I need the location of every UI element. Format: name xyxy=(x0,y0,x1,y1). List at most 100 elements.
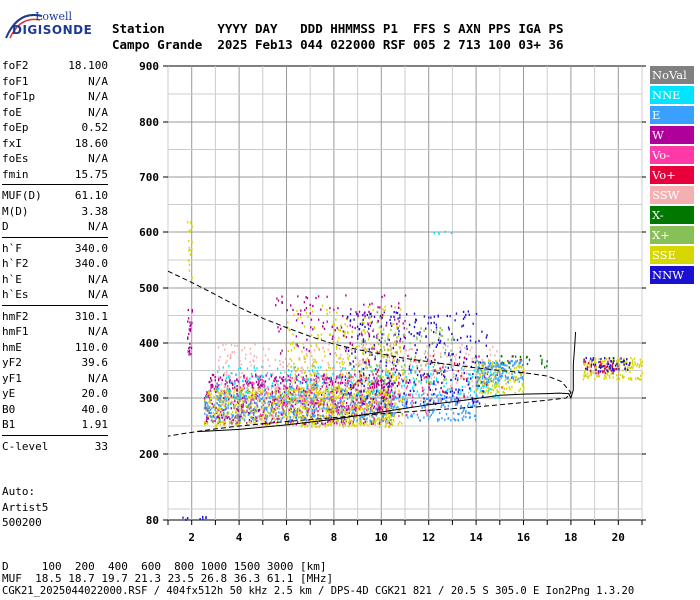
echo-point xyxy=(435,331,437,334)
echo-point xyxy=(584,363,586,366)
echo-point xyxy=(272,396,274,399)
echo-point xyxy=(508,378,510,382)
echo-point xyxy=(302,368,304,371)
echo-point xyxy=(463,378,465,381)
echo-point xyxy=(409,389,412,392)
echo-point xyxy=(236,395,238,398)
echo-point xyxy=(392,384,394,387)
echo-point xyxy=(285,385,287,388)
echo-point xyxy=(221,414,223,417)
echo-point xyxy=(364,339,366,342)
echo-point xyxy=(507,376,509,379)
echo-point xyxy=(385,324,387,327)
echo-point xyxy=(437,398,440,401)
echo-point xyxy=(363,322,365,325)
echo-point xyxy=(240,390,243,394)
echo-point xyxy=(398,383,400,386)
echo-point xyxy=(273,407,275,411)
echo-point xyxy=(206,414,208,417)
echo-point xyxy=(341,388,343,391)
echo-point xyxy=(389,390,391,393)
echo-point xyxy=(223,386,226,389)
echo-point xyxy=(320,337,323,340)
echo-point xyxy=(344,323,346,326)
echo-point xyxy=(301,322,304,325)
echo-point xyxy=(189,346,191,349)
echo-point xyxy=(450,231,453,234)
echo-point xyxy=(315,361,318,364)
echo-point xyxy=(394,340,396,343)
echo-point xyxy=(368,334,371,337)
echo-point xyxy=(226,381,228,384)
echo-point xyxy=(324,376,326,379)
echo-point xyxy=(286,402,288,405)
echo-point xyxy=(466,378,468,381)
echo-point xyxy=(631,360,634,363)
param-name: M(D) xyxy=(2,204,29,218)
echo-point xyxy=(427,381,430,384)
echo-point xyxy=(245,390,247,393)
echo-point xyxy=(375,408,377,411)
echo-point xyxy=(290,397,293,400)
echo-point xyxy=(353,416,355,419)
echo-point xyxy=(364,316,366,319)
echo-point xyxy=(393,373,395,377)
echo-point xyxy=(401,386,403,389)
echo-point xyxy=(287,391,290,394)
echo-point xyxy=(266,396,268,399)
echo-point xyxy=(234,406,236,409)
echo-point xyxy=(451,383,453,386)
echo-point xyxy=(431,342,433,345)
echo-point xyxy=(290,409,292,412)
echo-point xyxy=(381,408,384,411)
echo-point xyxy=(471,380,473,383)
param-value: 20.0 xyxy=(81,387,109,400)
echo-point xyxy=(230,372,232,375)
echo-point xyxy=(226,370,228,373)
echo-point xyxy=(483,371,485,374)
echo-point xyxy=(485,336,488,339)
echo-point xyxy=(235,410,237,413)
echo-point xyxy=(354,375,357,378)
echo-point xyxy=(224,348,226,351)
echo-point xyxy=(228,422,231,425)
echo-point xyxy=(501,361,503,364)
echo-point xyxy=(328,366,330,369)
echo-point xyxy=(326,403,328,406)
echo-point xyxy=(267,424,269,427)
echo-point xyxy=(369,401,371,404)
echo-point xyxy=(253,364,256,367)
echo-point xyxy=(324,387,327,390)
echo-point xyxy=(454,396,456,399)
echo-point xyxy=(265,413,267,417)
echo-point xyxy=(433,341,435,344)
echo-point xyxy=(242,401,244,404)
echo-point xyxy=(523,373,525,376)
echo-point xyxy=(339,365,342,369)
echo-point xyxy=(618,366,620,370)
echo-point xyxy=(308,369,310,372)
echo-point xyxy=(303,397,306,400)
echo-point xyxy=(419,402,422,406)
echo-point xyxy=(520,366,523,369)
echo-point xyxy=(295,414,298,418)
echo-point xyxy=(276,421,279,424)
echo-point xyxy=(303,394,305,397)
echo-point xyxy=(378,316,381,319)
echo-point xyxy=(606,369,608,372)
echo-point xyxy=(618,370,620,373)
echo-point xyxy=(455,374,458,377)
echo-point xyxy=(346,353,349,356)
echo-point xyxy=(214,404,216,408)
echo-point xyxy=(423,416,425,419)
echo-point xyxy=(364,407,366,410)
echo-point xyxy=(375,388,378,391)
echo-point xyxy=(266,393,268,396)
echo-point xyxy=(397,407,400,410)
echo-point xyxy=(416,348,418,351)
echo-point xyxy=(214,408,216,411)
echo-point xyxy=(464,385,466,388)
echo-point xyxy=(381,406,383,409)
echo-point xyxy=(359,373,361,376)
echo-point xyxy=(479,372,482,376)
